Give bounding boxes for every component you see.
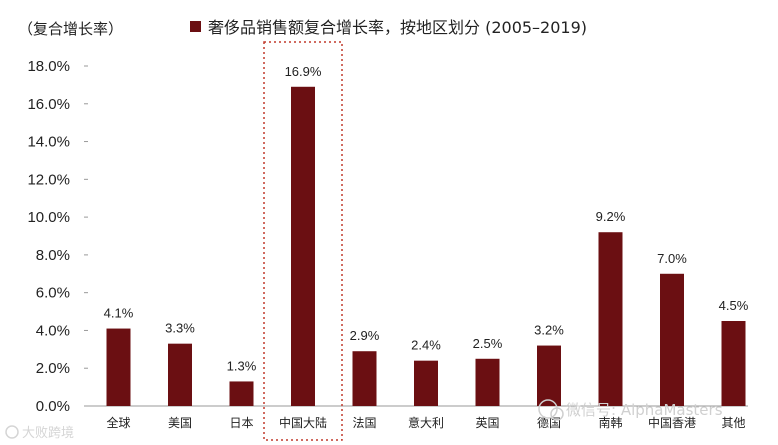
data-label: 4.5% [719,298,749,313]
data-label: 4.1% [104,306,134,321]
y-tick-label: 18.0% [27,58,70,75]
category-labels: 全球 美国 日本 中国大陆 法国 意大利 英国 德国 南韩 中国香港 其他 [106,415,745,430]
x-tick-label: 中国香港 [648,415,696,430]
data-label: 2.9% [350,328,380,343]
wechat-id: 微信号: AlphaMasters [566,401,723,419]
bar [414,360,438,406]
y-tick-label: 12.0% [27,171,70,188]
x-tick-label: 德国 [537,415,561,430]
x-tick-label: 其他 [721,416,745,430]
data-label: 2.5% [473,336,503,351]
y-tick-label: 16.0% [27,96,70,113]
y-tick-label: 0.0% [36,398,70,415]
value-labels: 4.1% 3.3% 1.3% 16.9% 2.9% 2.4% 2.5% 3.2% 9.2% 7.0… [104,64,749,374]
x-tick-label: 全球 [106,415,130,430]
bar [660,273,684,406]
x-tick-label: 意大利 [408,415,444,430]
source-text: 大败跨境 [22,426,74,441]
bar [168,343,192,406]
bar [475,358,500,406]
bars [106,86,746,407]
wechat-icon [538,399,558,419]
y-tick-label: 14.0% [27,134,70,151]
x-tick-label: 法国 [352,416,376,430]
x-tick-label: 英国 [475,416,499,430]
wechat-watermark: 微信号: AlphaMasters [538,399,723,421]
data-label: 3.3% [165,321,195,336]
logo-icon [5,425,19,439]
x-tick-label: 中国大陆 [279,415,327,430]
bar [229,381,254,406]
y-tick-label: 8.0% [36,247,70,264]
legend-label: 奢侈品销售额复合增长率，按地区划分 (2005–2019) [208,18,587,37]
highlight-box [263,41,343,441]
legend-swatch [190,21,201,32]
x-tick-label: 日本 [229,416,253,430]
x-tick-label: 美国 [168,416,192,430]
source-watermark: 大败跨境 [5,425,74,441]
data-label: 7.0% [657,251,687,266]
data-label: 2.4% [411,338,441,353]
y-tick-label: 6.0% [36,285,70,302]
y-axis-label: （复合增长率） [18,20,123,38]
bar [352,351,377,406]
data-label: 9.2% [596,209,626,224]
bar [598,232,623,406]
y-tick-label: 4.0% [36,322,70,339]
y-axis-ticks: 0.0% 2.0% 4.0% 6.0% 8.0% 10.0% 12.0% 14.0% 16.0%… [27,58,88,415]
x-tick-label: 南韩 [598,415,622,430]
bar [291,86,315,407]
data-label: 16.9% [285,64,322,79]
y-tick-label: 10.0% [27,209,70,226]
bar [106,328,131,406]
data-label: 3.2% [534,323,564,338]
bar [721,321,746,406]
bar [537,345,561,406]
y-tick-label: 2.0% [36,360,70,377]
data-label: 1.3% [227,358,257,373]
